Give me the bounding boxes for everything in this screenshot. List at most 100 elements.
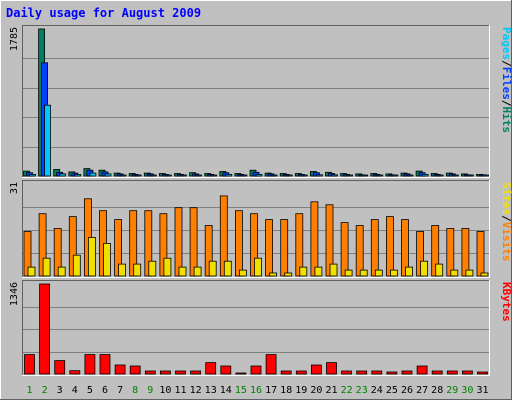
bar-sites-day-5: [88, 236, 96, 277]
bar-sites-day-2: [42, 257, 51, 277]
bar-visits-day-3: [53, 228, 62, 277]
bar-pages-day-23: [361, 174, 369, 177]
x-tick-label-12: 12: [190, 385, 202, 396]
bar-kbytes-day-22: [341, 370, 353, 375]
legend-entry: KBytes: [500, 282, 512, 322]
x-axis-labels: 1 2 3 4 5 6 7 8 9 10 11 12 13 14 15 16 17 18 19 20 21 22 23 24 2…: [26, 385, 488, 396]
bar-kbytes-day-19: [295, 370, 307, 375]
bar-pages-day-17: [270, 174, 278, 177]
x-tick-label-27: 27: [416, 385, 428, 396]
bar-visits-day-7: [114, 219, 122, 277]
bar-kbytes-day-27: [416, 365, 428, 375]
plot-area-1: [22, 25, 490, 178]
bar-pages-day-30: [466, 174, 474, 177]
bar-pages-day-4: [74, 173, 82, 177]
bar-visits-day-27: [416, 231, 425, 277]
bar-pages-day-1: [29, 173, 36, 177]
x-tick-label-5: 5: [87, 385, 93, 396]
bar-pages-day-10: [164, 174, 172, 177]
legend-entry: /: [500, 215, 512, 222]
bar-pages-day-25: [391, 174, 399, 177]
bar-kbytes-day-28: [431, 370, 443, 375]
bar-kbytes-day-23: [356, 370, 368, 375]
bar-sites-day-12: [193, 266, 202, 277]
bar-visits-day-19: [295, 213, 304, 277]
bar-visits-day-25: [385, 216, 394, 277]
bar-visits-day-22: [340, 222, 349, 277]
y-max-label: 1785: [9, 27, 20, 51]
bar-visits-day-15: [234, 210, 243, 277]
bar-visits-day-21: [325, 204, 334, 277]
bar-sites-day-28: [435, 263, 444, 277]
bar-pages-day-22: [346, 174, 354, 177]
bar-pages-day-11: [180, 174, 187, 177]
bar-pages-day-21: [331, 174, 338, 177]
bar-sites-day-3: [57, 266, 66, 277]
x-tick-label-7: 7: [117, 385, 123, 396]
bar-visits-day-23: [355, 225, 364, 277]
panel-2: 31 Sites/Visits: [9, 180, 512, 278]
bar-sites-day-20: [314, 266, 323, 277]
bar-kbytes-day-11: [175, 370, 186, 375]
bar-kbytes-day-2: [39, 283, 50, 375]
bar-sites-day-16: [254, 257, 262, 277]
bar-sites-day-23: [359, 269, 368, 277]
bar-kbytes-day-10: [159, 370, 171, 375]
bar-visits-day-31: [476, 231, 485, 277]
x-tick-label-19: 19: [295, 385, 307, 396]
bar-visits-day-13: [204, 225, 213, 277]
bar-sites-day-29: [450, 269, 459, 277]
bar-pages-day-3: [59, 173, 67, 177]
legend-entry: /: [500, 60, 512, 67]
bar-kbytes-day-15: [235, 372, 247, 375]
bar-sites-day-14: [223, 260, 232, 277]
x-tick-label-30: 30: [461, 385, 473, 396]
bar-sites-day-6: [103, 242, 111, 277]
bar-visits-day-28: [431, 225, 440, 277]
x-tick-label-15: 15: [235, 385, 247, 396]
bar-pages-day-12: [195, 174, 203, 177]
panel-1: 1785 Pages/Files/Hits: [9, 25, 512, 178]
bar-pages-day-5: [89, 172, 97, 177]
bar-visits-day-4: [68, 216, 77, 277]
bar-visits-day-16: [250, 213, 258, 277]
bar-sites-day-17: [269, 272, 278, 277]
bar-pages-day-19: [300, 174, 308, 177]
x-tick-label-8: 8: [132, 385, 138, 396]
bar-sites-day-11: [178, 266, 187, 277]
bar-visits-day-20: [310, 201, 319, 277]
bar-pages-day-14: [225, 173, 233, 177]
legend-entry: Visits: [500, 222, 512, 262]
bar-visits-day-10: [159, 213, 168, 277]
bar-kbytes-day-26: [401, 370, 413, 375]
bar-sites-day-24: [374, 269, 383, 277]
bar-sites-day-9: [148, 260, 157, 277]
bar-pages-day-18: [285, 174, 293, 177]
legend-entry: Pages: [500, 27, 512, 60]
bar-sites-day-18: [284, 272, 293, 277]
bar-pages-day-6: [104, 173, 112, 177]
bar-sites-day-4: [72, 254, 81, 277]
bar-visits-day-9: [144, 210, 153, 277]
bar-visits-day-1: [23, 231, 32, 277]
bar-pages-day-7: [119, 174, 127, 177]
bar-pages-day-8: [134, 174, 142, 177]
bar-visits-day-8: [129, 210, 138, 277]
bar-kbytes-day-29: [446, 370, 458, 375]
x-tick-label-23: 23: [356, 385, 368, 396]
bar-pages-day-15: [240, 174, 248, 177]
x-tick-label-28: 28: [431, 385, 443, 396]
bar-visits-day-18: [280, 219, 289, 277]
x-tick-label-29: 29: [446, 385, 458, 396]
bar-pages-day-2: [44, 104, 51, 177]
bar-kbytes-day-18: [280, 370, 292, 375]
panel-3: 1346 KBytes: [9, 280, 512, 376]
bar-kbytes-day-24: [371, 370, 383, 375]
x-tick-label-9: 9: [147, 385, 153, 396]
bar-kbytes-day-9: [144, 370, 156, 375]
bar-pages-day-13: [210, 174, 218, 177]
legend-entry: Files: [500, 67, 512, 100]
bar-kbytes-day-6: [99, 354, 111, 375]
bar-visits-day-2: [38, 213, 47, 277]
bar-kbytes-day-5: [84, 354, 96, 375]
